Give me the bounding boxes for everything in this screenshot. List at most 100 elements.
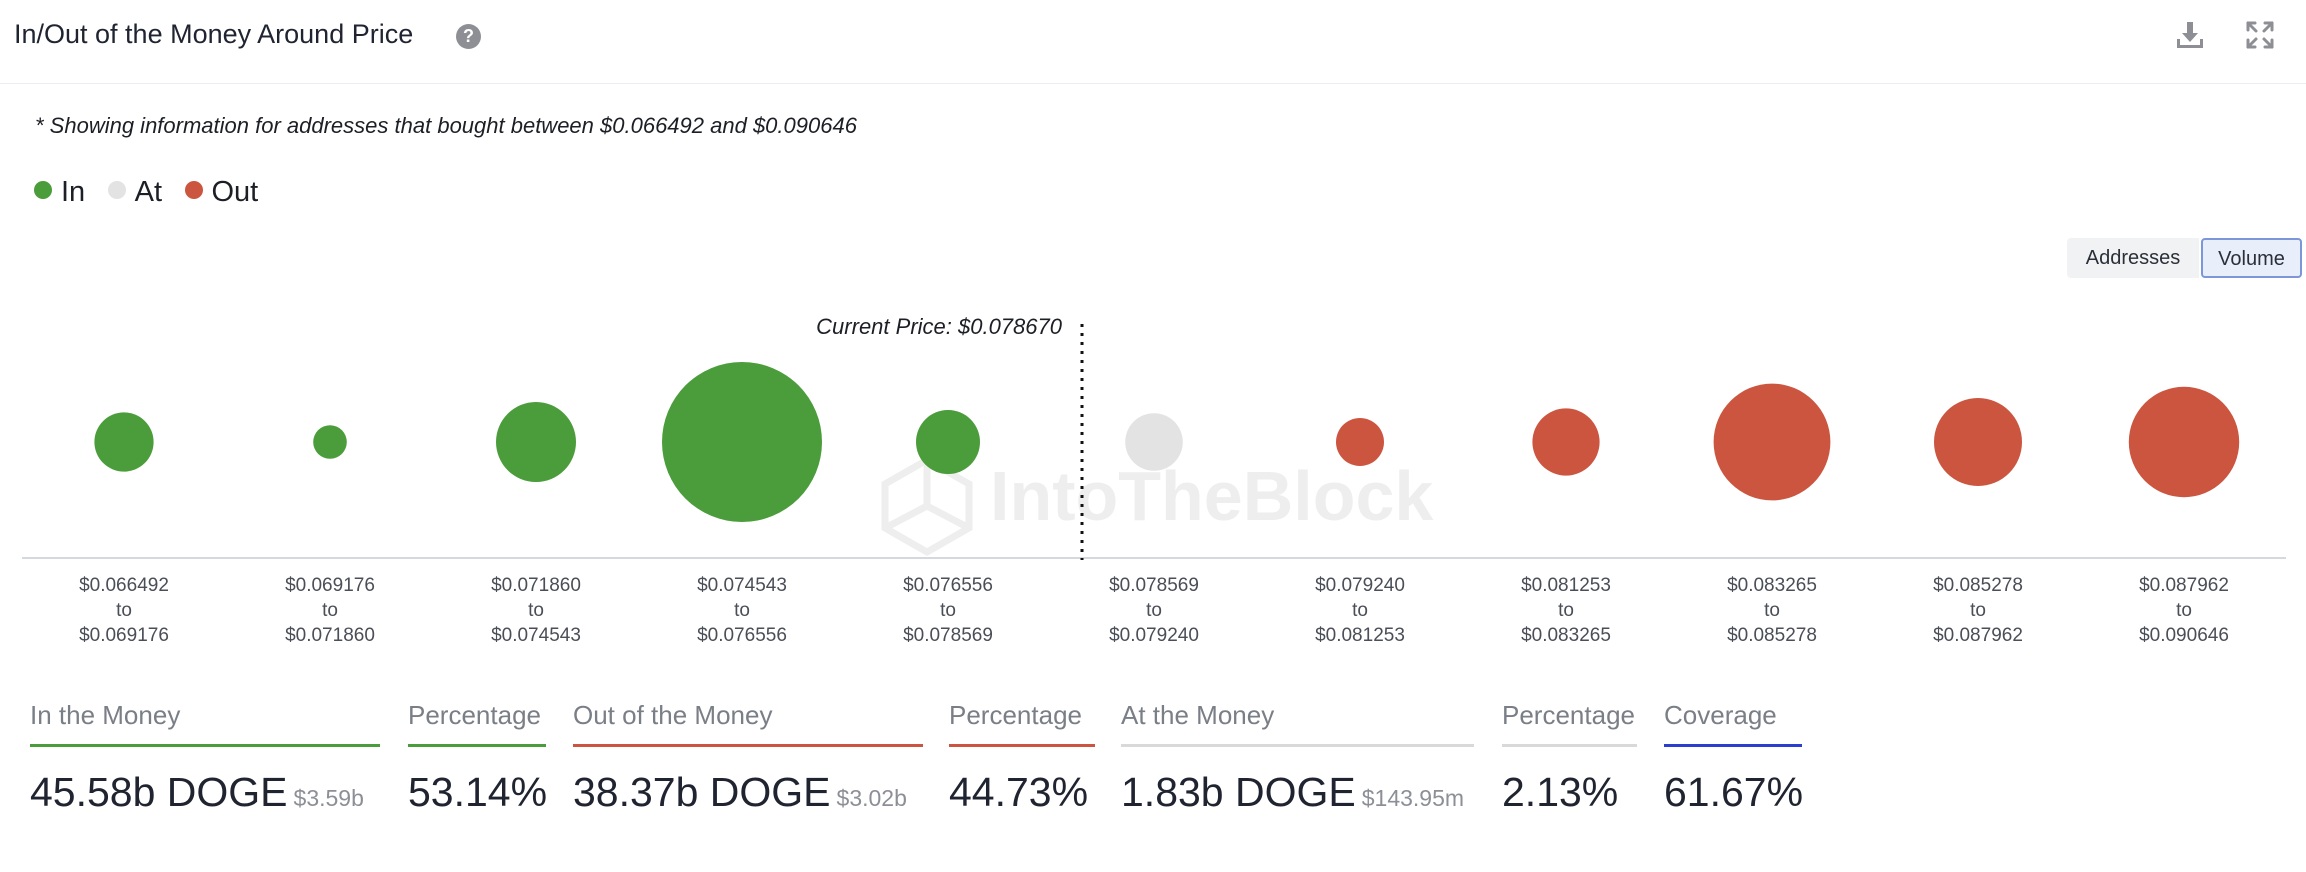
tick-label-to-word: to xyxy=(1970,600,1986,621)
legend-dot-out xyxy=(184,181,203,200)
bubble-in-0[interactable] xyxy=(94,412,154,472)
legend-item-at[interactable]: At xyxy=(107,176,163,209)
stat-label: At the Money xyxy=(1121,700,1275,730)
bubble-out-8[interactable] xyxy=(1713,383,1831,501)
bubble-out-6[interactable] xyxy=(1336,418,1384,466)
addresses-toggle-button[interactable]: Addresses xyxy=(2067,238,2199,278)
range-note: * Showing information for addresses that… xyxy=(35,113,857,138)
tick-label-from: $0.071860 xyxy=(491,575,581,596)
stat-label: Percentage xyxy=(408,700,541,730)
tick-label-to: $0.090646 xyxy=(2139,625,2229,646)
widget-title: In/Out of the Money Around Price xyxy=(14,19,414,49)
legend-label-at: At xyxy=(134,176,163,208)
expand-icon[interactable] xyxy=(2243,18,2277,52)
tick-label-to-word: to xyxy=(1764,600,1780,621)
stat-underline xyxy=(30,744,380,747)
bubble-in-1[interactable] xyxy=(313,425,347,459)
tick-label-to-word: to xyxy=(940,600,956,621)
tick-label-to-word: to xyxy=(528,600,544,621)
stat-value: 2.13% xyxy=(1502,769,1619,815)
stat-at-the-money: At the Money 1.83b DOGE $143.95m xyxy=(1121,700,1474,816)
stat-value: 1.83b DOGE $143.95m xyxy=(1121,769,1474,816)
stat-out-percentage: Percentage 44.73% xyxy=(949,700,1095,816)
stat-value: 44.73% xyxy=(949,769,1089,815)
stat-out-of-the-money: Out of the Money 38.37b DOGE $3.02b xyxy=(573,700,923,816)
tick-label-from: $0.076556 xyxy=(903,575,993,596)
current-price-label: Current Price: $0.078670 xyxy=(816,314,1063,339)
widget-header: In/Out of the Money Around Price ? xyxy=(0,0,2306,84)
legend-item-in[interactable]: In xyxy=(34,176,85,209)
stat-in-percentage: Percentage 53.14% xyxy=(408,700,548,816)
watermark: IntoTheBlock xyxy=(881,455,1433,557)
stats-bar: In the Money 45.58b DOGE $3.59b Percentag… xyxy=(0,700,2306,840)
stat-value: 61.67% xyxy=(1664,769,1804,815)
tick-label-to-word: to xyxy=(734,600,750,621)
tick-label-from: $0.079240 xyxy=(1315,575,1405,596)
watermark-logo-icon xyxy=(881,455,973,557)
stat-in-the-money: In the Money 45.58b DOGE $3.59b xyxy=(30,700,380,816)
tick-label-to: $0.081253 xyxy=(1315,625,1405,646)
tick-label-to: $0.074543 xyxy=(491,625,581,646)
tick-label-to-word: to xyxy=(1146,600,1162,621)
tick-label-to-word: to xyxy=(116,600,132,621)
stat-sub-value: $3.02b xyxy=(836,785,907,811)
tick-label-to: $0.071860 xyxy=(285,625,375,646)
tick-label-from: $0.069176 xyxy=(285,575,375,596)
tick-label-from: $0.081253 xyxy=(1521,575,1611,596)
tick-label-to: $0.069176 xyxy=(79,625,169,646)
tick-label-from: $0.085278 xyxy=(1933,575,2023,596)
stat-sub-value: $3.59b xyxy=(293,785,364,811)
bubble-out-10[interactable] xyxy=(2128,386,2240,498)
tick-label-to: $0.087962 xyxy=(1933,625,2023,646)
legend-item-out[interactable]: Out xyxy=(184,176,259,209)
legend-label-in: In xyxy=(61,176,86,208)
bubble-at-5[interactable] xyxy=(1125,413,1183,471)
legend: In At Out xyxy=(34,176,276,212)
bubble-in-2[interactable] xyxy=(496,402,576,482)
tick-label-to-word: to xyxy=(1558,600,1574,621)
stat-label: Out of the Money xyxy=(573,700,773,730)
tick-label-to-word: to xyxy=(1352,600,1368,621)
tick-label-to: $0.076556 xyxy=(697,625,787,646)
tick-label-from: $0.087962 xyxy=(2139,575,2229,596)
legend-dot-in xyxy=(34,181,52,200)
tick-label-to-word: to xyxy=(322,600,338,621)
tick-label-from: $0.083265 xyxy=(1727,575,1817,596)
stat-underline xyxy=(1664,744,1802,747)
volume-toggle-button[interactable]: Volume xyxy=(2201,238,2302,278)
stat-value: 45.58b DOGE $3.59b xyxy=(30,769,380,816)
bubbles-group xyxy=(94,362,2240,522)
stat-value-text: 45.58b DOGE xyxy=(30,769,288,815)
download-icon[interactable] xyxy=(2173,18,2207,52)
stat-label: Coverage xyxy=(1664,700,1777,730)
stat-label: Percentage xyxy=(1502,700,1635,730)
bubble-out-9[interactable] xyxy=(1934,398,2022,486)
stat-value-text: 1.83b DOGE xyxy=(1121,769,1356,815)
stat-sub-value: $143.95m xyxy=(1361,785,1465,811)
help-icon[interactable]: ? xyxy=(456,24,481,49)
watermark-text: IntoTheBlock xyxy=(990,457,1433,535)
bubble-chart: IntoTheBlock Current Price: $0.078670 $0… xyxy=(22,314,2286,646)
bubble-in-4[interactable] xyxy=(916,410,980,474)
stat-underline xyxy=(1121,744,1474,747)
stat-underline xyxy=(1502,744,1637,747)
stat-underline xyxy=(949,744,1095,747)
tick-label-to: $0.079240 xyxy=(1109,625,1199,646)
tick-label-from: $0.066492 xyxy=(79,575,169,596)
bubble-in-3[interactable] xyxy=(662,362,822,522)
stat-label: Percentage xyxy=(949,700,1082,730)
stat-underline xyxy=(408,744,546,747)
tick-label-to: $0.085278 xyxy=(1727,625,1817,646)
stat-coverage: Coverage 61.67% xyxy=(1664,700,1804,816)
legend-label-out: Out xyxy=(211,176,259,208)
bubble-out-7[interactable] xyxy=(1532,408,1600,476)
stat-underline xyxy=(573,744,923,747)
stat-at-percentage: Percentage 2.13% xyxy=(1502,700,1637,816)
tick-label-to: $0.078569 xyxy=(903,625,993,646)
tick-label-to-word: to xyxy=(2176,600,2192,621)
stat-value: 38.37b DOGE $3.02b xyxy=(573,769,923,816)
x-axis-labels: $0.066492 to $0.069176 $0.069176 to $0.071860… xyxy=(79,575,2229,646)
stat-value: 53.14% xyxy=(408,769,548,815)
tick-label-from: $0.078569 xyxy=(1109,575,1199,596)
stat-label: In the Money xyxy=(30,700,181,730)
